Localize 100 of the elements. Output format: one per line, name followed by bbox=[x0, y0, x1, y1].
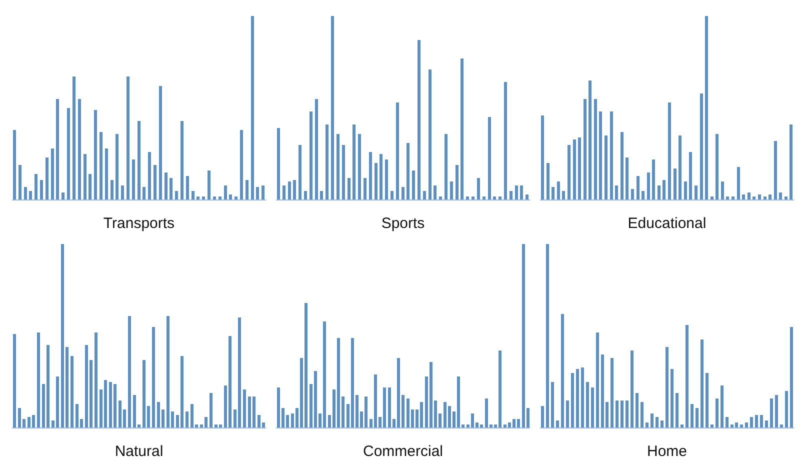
bar bbox=[504, 82, 507, 200]
bar bbox=[520, 185, 524, 200]
bar bbox=[428, 69, 432, 200]
bar bbox=[656, 416, 659, 428]
bar bbox=[422, 190, 426, 200]
bar bbox=[164, 172, 168, 200]
bar bbox=[455, 165, 458, 200]
bar bbox=[775, 394, 778, 428]
bar bbox=[586, 382, 589, 428]
bar bbox=[309, 112, 312, 200]
bar bbox=[418, 40, 421, 200]
bar bbox=[616, 400, 619, 428]
bar bbox=[191, 190, 194, 200]
bar bbox=[368, 152, 372, 200]
bar bbox=[385, 160, 388, 200]
bar bbox=[304, 190, 308, 200]
bar bbox=[104, 148, 108, 200]
bar bbox=[282, 185, 286, 200]
bar bbox=[768, 194, 772, 200]
bar bbox=[700, 340, 704, 428]
bar bbox=[352, 124, 356, 200]
bar bbox=[636, 176, 640, 200]
bar bbox=[67, 108, 70, 200]
bar bbox=[509, 190, 512, 200]
bar bbox=[262, 185, 265, 200]
bar bbox=[209, 393, 212, 428]
bar bbox=[630, 350, 634, 428]
bar bbox=[572, 139, 576, 200]
bar bbox=[790, 124, 793, 200]
bar bbox=[88, 174, 92, 200]
bar bbox=[83, 154, 86, 200]
bar bbox=[175, 190, 178, 200]
bar bbox=[401, 187, 404, 200]
bar bbox=[646, 172, 650, 200]
bar bbox=[126, 76, 130, 200]
bar bbox=[374, 163, 378, 200]
bar bbox=[615, 185, 618, 200]
bar bbox=[626, 158, 629, 200]
bar bbox=[243, 389, 246, 428]
bar bbox=[186, 411, 189, 428]
bar bbox=[556, 420, 559, 428]
bar bbox=[630, 188, 634, 200]
bar bbox=[720, 386, 724, 428]
bar bbox=[336, 134, 340, 200]
bar bbox=[56, 98, 60, 200]
bar bbox=[657, 185, 660, 200]
bar bbox=[716, 134, 719, 200]
bar bbox=[347, 178, 350, 200]
x-axis-title: Educational bbox=[628, 215, 706, 232]
bar bbox=[700, 93, 703, 200]
bar bbox=[596, 332, 599, 428]
bar bbox=[694, 185, 698, 200]
bar bbox=[229, 194, 232, 200]
bar bbox=[785, 391, 788, 428]
bar bbox=[620, 132, 624, 200]
bar bbox=[412, 170, 416, 200]
bar bbox=[13, 130, 16, 200]
bar bbox=[29, 190, 32, 200]
bar bbox=[626, 400, 629, 428]
bar bbox=[747, 192, 750, 200]
bar bbox=[320, 190, 324, 200]
x-axis-title: Commercial bbox=[362, 443, 444, 460]
bar bbox=[514, 185, 518, 200]
bar bbox=[94, 110, 98, 200]
bar bbox=[128, 316, 132, 428]
bar bbox=[610, 358, 614, 428]
bar bbox=[256, 187, 260, 200]
bar bbox=[760, 415, 764, 428]
bar bbox=[566, 400, 569, 428]
bar bbox=[434, 185, 437, 200]
bar bbox=[40, 180, 44, 200]
bar bbox=[646, 422, 649, 428]
bar bbox=[358, 134, 362, 200]
bar bbox=[640, 402, 644, 428]
bar bbox=[745, 422, 748, 428]
bar bbox=[576, 369, 579, 428]
bar bbox=[636, 393, 639, 428]
bar bbox=[121, 185, 124, 200]
x-axis-title: Sports bbox=[381, 215, 425, 232]
bar bbox=[450, 182, 453, 200]
bar bbox=[620, 400, 624, 428]
bar bbox=[552, 187, 555, 200]
bar bbox=[690, 404, 694, 428]
bar bbox=[684, 182, 687, 200]
bar bbox=[650, 413, 654, 428]
x-axis-title: Home bbox=[646, 443, 688, 460]
bar bbox=[152, 326, 155, 428]
bar bbox=[476, 178, 480, 200]
bar bbox=[444, 134, 448, 200]
bar bbox=[562, 190, 566, 200]
bar bbox=[758, 194, 761, 200]
bar bbox=[765, 420, 768, 428]
bar bbox=[720, 182, 724, 200]
bar bbox=[580, 367, 584, 428]
bar bbox=[526, 194, 529, 200]
bar bbox=[604, 136, 608, 200]
bar bbox=[755, 415, 758, 428]
bar bbox=[675, 393, 678, 428]
x-axis-title: Transports bbox=[103, 215, 175, 232]
bar bbox=[62, 192, 65, 200]
